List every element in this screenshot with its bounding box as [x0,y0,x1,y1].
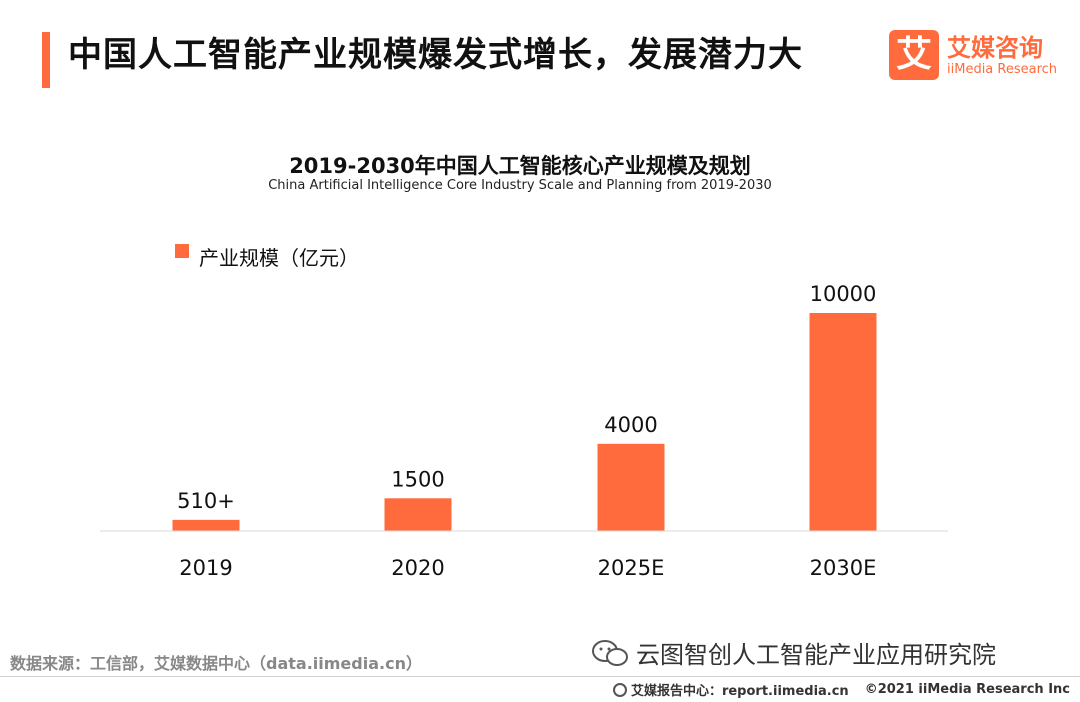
x-tick-label: 2020 [391,556,444,580]
footer-divider [0,676,1080,677]
chart-title: 2019-2030年中国人工智能核心产业规模及规划 [289,154,751,178]
legend-swatch [175,243,189,258]
wechat-icon [592,639,628,666]
data-source: 数据来源：工信部，艾媒数据中心（data.iimedia.cn） [10,654,422,673]
legend-label: 产业规模（亿元） [199,246,359,270]
watermark-text: 云图智创人工智能产业应用研究院 [636,641,996,669]
copyright: ©2021 iiMedia Research Inc [864,682,1070,697]
watermark: 云图智创人工智能产业应用研究院 [590,635,996,670]
x-tick-label: 2019 [179,556,232,580]
logo-cn-text: 艾媒咨询 [947,34,1043,62]
logo-mark-icon: 艾 [889,30,939,80]
x-tick-label: 2030E [810,556,877,580]
bar-2020 [384,498,452,531]
page-title: 中国人工智能产业规模爆发式增长，发展潜力大 [68,35,803,75]
bar-2030e [809,313,877,531]
report-center-icon [612,682,627,697]
bar-2025e [597,443,665,531]
chart-subtitle: China Artificial Intelligence Core Indus… [268,178,772,193]
chart-legend: 产业规模（亿元） [175,242,359,271]
title-accent-bar [42,32,50,88]
x-tick-label: 2025E [598,556,665,580]
logo-en-text: iiMedia Research [947,62,1058,77]
report-center-link[interactable]: 艾媒报告中心：report.iimedia.cn [630,684,849,699]
value-label: 510+ [177,489,235,513]
value-label: 4000 [604,413,657,437]
brand-logo: 艾 艾媒咨询 iiMedia Research [889,28,1069,84]
bar-chart: 510+ 2019 1500 2020 4000 2025E 10000 2030E [100,282,948,580]
value-label: 10000 [810,282,877,306]
value-label: 1500 [391,467,444,491]
footer: 艾媒报告中心：report.iimedia.cn ©2021 iiMedia R… [612,680,1070,699]
bar-2019 [172,519,240,531]
